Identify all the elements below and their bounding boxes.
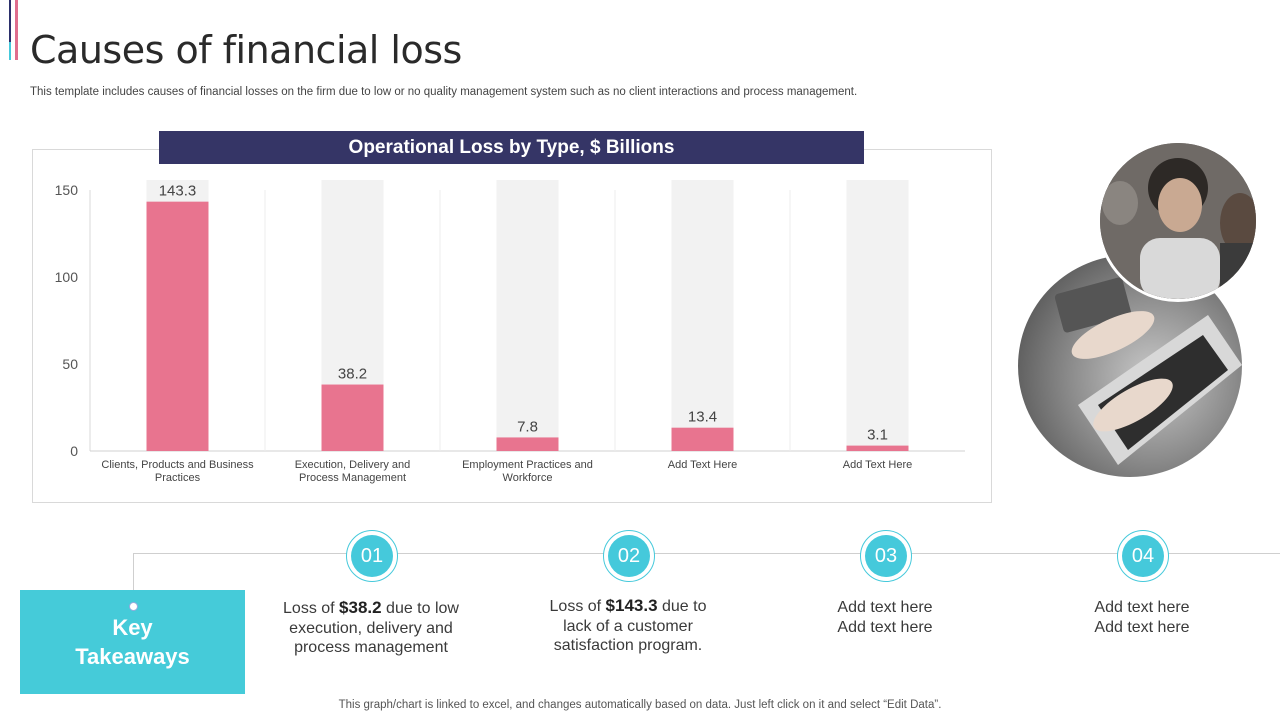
bar-value-label: 3.1 — [867, 427, 888, 444]
takeaway-node-01: 01 — [346, 530, 398, 582]
bar-value-label: 7.8 — [517, 418, 538, 435]
bar — [321, 384, 384, 451]
y-tick-label: 50 — [62, 356, 78, 372]
takeaway-number: 04 — [1122, 535, 1164, 577]
timeline-connector — [133, 553, 134, 605]
key-takeaways-box: Key Takeaways — [20, 590, 245, 694]
bar-value-label: 38.2 — [338, 366, 367, 383]
bar-value-label: 13.4 — [688, 409, 717, 426]
bar — [846, 445, 909, 451]
timeline-line — [133, 553, 1280, 554]
bar — [496, 437, 559, 451]
category-label: Clients, Products and Business — [101, 459, 254, 471]
category-label: Process Management — [299, 472, 406, 484]
category-label: Employment Practices and — [462, 459, 593, 471]
footer-note: This graph/chart is linked to excel, and… — [338, 699, 942, 711]
takeaway-text-02: Loss of $143.3 due to lack of a customer… — [549, 596, 707, 654]
accent-bar-navy — [9, 0, 11, 42]
takeaway-text-03: Add text here Add text here — [837, 599, 933, 636]
category-label: Workforce — [503, 472, 553, 484]
key-takeaways-label-1: Key — [112, 615, 153, 640]
bar-track — [846, 180, 909, 451]
bar — [671, 427, 734, 451]
bar-chart[interactable]: 0 50 100 150 143.3 Clients, Products and Busi… — [0, 0, 1000, 510]
takeaway-text-01: Loss of $38.2 due to low execution, deli… — [283, 598, 459, 656]
key-takeaways-label-2: Takeaways — [75, 644, 190, 669]
bar — [146, 201, 209, 451]
team-photo — [1097, 140, 1259, 302]
accent-bar-cyan — [9, 42, 11, 60]
page-title: Causes of financial loss — [30, 28, 462, 72]
takeaway-node-04: 04 — [1117, 530, 1169, 582]
takeaway-text-04: Add text here Add text here — [1094, 599, 1190, 636]
page-subtitle: This template includes causes of financi… — [30, 86, 858, 98]
takeaway-number: 01 — [351, 535, 393, 577]
category-label: Practices — [155, 472, 201, 484]
y-tick-label: 100 — [55, 269, 79, 285]
y-tick-label: 150 — [55, 182, 79, 198]
takeaway-number: 03 — [865, 535, 907, 577]
y-tick-label: 0 — [70, 443, 78, 459]
takeaway-node-02: 02 — [603, 530, 655, 582]
takeaway-node-03: 03 — [860, 530, 912, 582]
bar-track — [496, 180, 559, 451]
bar-track — [671, 180, 734, 451]
takeaway-number: 02 — [608, 535, 650, 577]
timeline-dot — [129, 602, 138, 611]
accent-bar-pink — [15, 0, 18, 60]
bar-value-label: 143.3 — [159, 183, 197, 200]
category-label: Add Text Here — [843, 459, 913, 471]
category-label: Execution, Delivery and — [295, 459, 411, 471]
chart-title: Operational Loss by Type, $ Billions — [159, 131, 864, 164]
category-label: Add Text Here — [668, 459, 738, 471]
